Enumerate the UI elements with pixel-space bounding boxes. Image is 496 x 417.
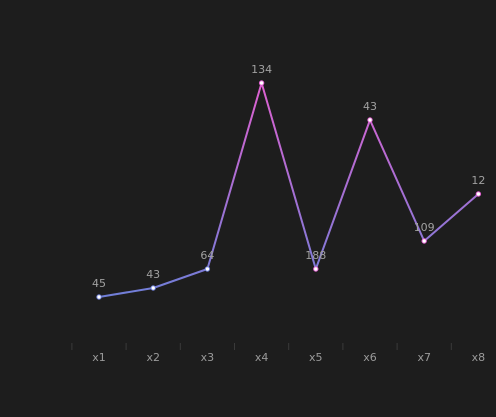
data-point[interactable]: [150, 285, 156, 291]
data-point[interactable]: [475, 191, 482, 197]
data-label: 43: [146, 268, 160, 281]
data-point[interactable]: [204, 266, 211, 272]
data-label: 134: [251, 63, 272, 76]
x-tick-label: x6: [363, 351, 377, 364]
data-label: 45: [92, 277, 106, 290]
data-label: 109: [414, 221, 435, 234]
data-label: 12: [471, 174, 485, 187]
data-point[interactable]: [313, 266, 319, 272]
data-point[interactable]: [367, 117, 373, 123]
data-point[interactable]: [96, 294, 102, 300]
x-tick-label: x5: [309, 351, 323, 364]
data-point[interactable]: [421, 238, 427, 244]
x-tick-label: x8: [472, 351, 486, 364]
data-label-layer: 45 43 64 134 188 43 109 12: [92, 63, 485, 290]
data-label: 64: [200, 249, 214, 262]
x-tick-label: x1: [92, 351, 106, 364]
series-line: [98, 82, 480, 298]
data-label: 43: [363, 100, 377, 113]
data-point-layer: [96, 80, 482, 300]
data-point[interactable]: [258, 80, 265, 86]
x-tick-label: x4: [255, 351, 269, 364]
x-tick-label: x3: [201, 351, 215, 364]
x-axis: x1 x2 x3 x4 x5 x6 x7 x8: [71, 343, 486, 364]
series-line-layer: [98, 82, 480, 298]
x-tick-label: x7: [417, 351, 431, 364]
data-label: 188: [305, 249, 326, 262]
x-tick-label: x2: [146, 351, 160, 364]
